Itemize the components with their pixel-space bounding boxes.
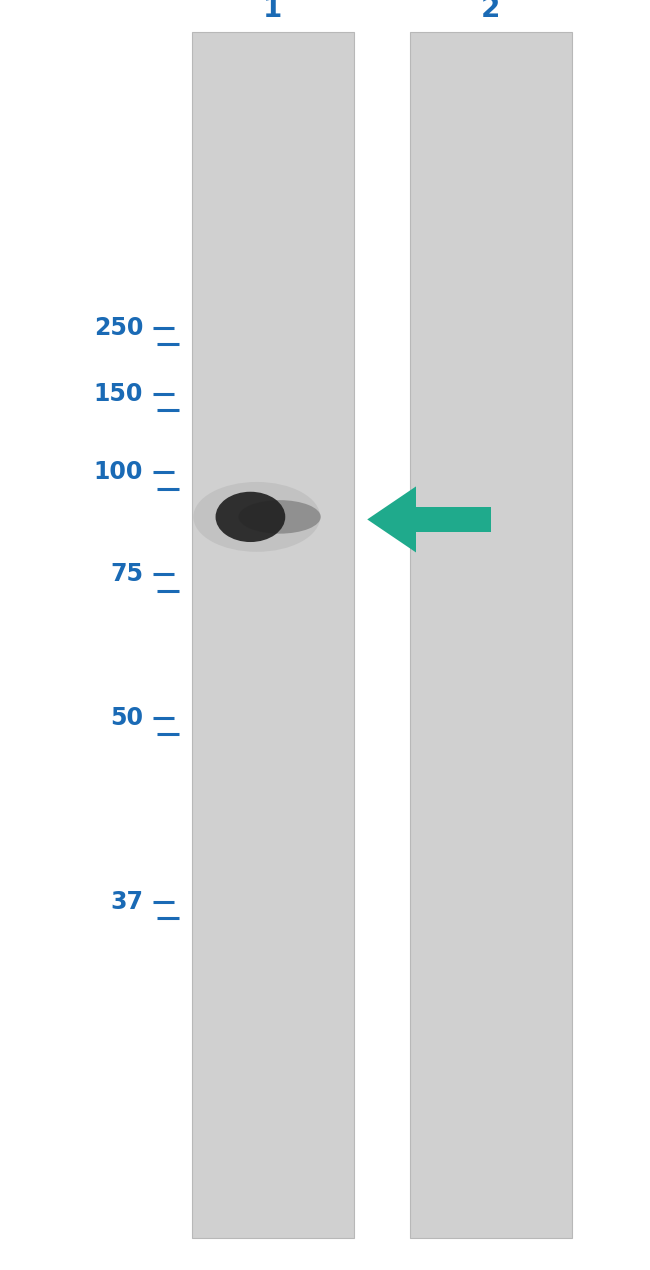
- Text: 250: 250: [94, 316, 143, 339]
- Text: 100: 100: [94, 461, 143, 484]
- Polygon shape: [367, 486, 416, 552]
- Ellipse shape: [216, 491, 285, 542]
- Ellipse shape: [239, 500, 320, 533]
- Text: 150: 150: [94, 382, 143, 405]
- Text: 37: 37: [110, 890, 143, 913]
- Text: 1: 1: [263, 0, 283, 23]
- Text: 50: 50: [110, 706, 143, 729]
- Text: 2: 2: [481, 0, 500, 23]
- Bar: [410, 32, 572, 1238]
- Ellipse shape: [194, 483, 320, 551]
- Text: 75: 75: [110, 563, 143, 585]
- Bar: [416, 507, 491, 532]
- Bar: [192, 32, 354, 1238]
